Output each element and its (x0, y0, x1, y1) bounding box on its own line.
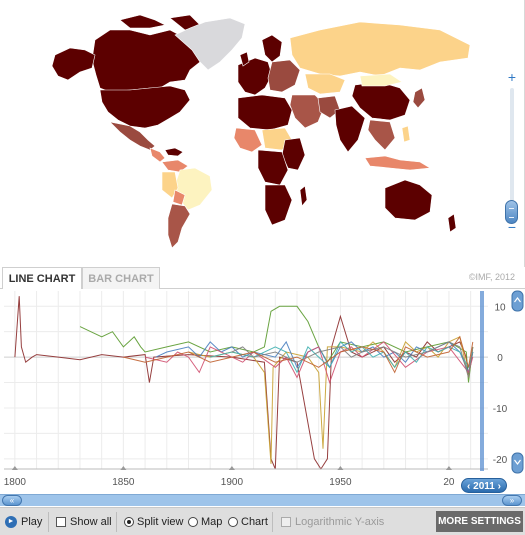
checkbox-icon (56, 517, 66, 528)
x-tick-label: 1850 (112, 477, 135, 488)
chart-series (14, 296, 474, 470)
map-view-radio[interactable]: Map (188, 515, 222, 529)
x-tick-label: 1900 (221, 477, 244, 488)
x-tick-marker (11, 466, 18, 470)
more-settings-button[interactable]: MORE SETTINGS (436, 511, 523, 532)
zoom-in-button[interactable]: + (507, 69, 517, 85)
map-region-madagascar[interactable] (299, 185, 308, 207)
play-button[interactable]: ► Play (5, 515, 42, 529)
year-prev-arrow[interactable]: ‹ (467, 481, 471, 492)
year-next-arrow[interactable]: › (497, 481, 501, 492)
world-map[interactable] (0, 0, 525, 267)
scroll-left-button[interactable]: « (2, 495, 22, 506)
map-region-indonesia[interactable] (364, 155, 431, 171)
map-region-north-africa[interactable] (237, 94, 293, 131)
chart-view-label: Chart (241, 516, 268, 529)
map-region-europe-east[interactable] (267, 59, 301, 93)
x-tick-label: 20 (443, 477, 455, 488)
map-region-mexico[interactable] (109, 121, 156, 151)
zoom-slider-thumb[interactable] (505, 200, 518, 224)
series-line-8 (123, 335, 474, 374)
map-region-mongolia[interactable] (359, 73, 403, 87)
map-view-label: Map (201, 516, 223, 529)
map-region-philippines[interactable] (401, 125, 411, 143)
map-region-middle-east[interactable] (289, 94, 326, 129)
series-line-3 (188, 336, 474, 464)
map-region-uk[interactable] (239, 51, 250, 67)
radio-icon (188, 517, 198, 528)
show-all-label: Show all (70, 516, 112, 529)
map-region-canada-islands[interactable] (119, 14, 201, 31)
map-region-kazakhstan[interactable] (304, 73, 346, 95)
map-region-australia[interactable] (384, 179, 433, 221)
y-scroll-up-button[interactable] (511, 290, 524, 312)
toolbar-divider (116, 512, 117, 532)
map-region-west-africa[interactable] (233, 127, 263, 153)
line-chart-panel: 1800 1850 1900 1950 20 10 0 -10 -20 (0, 289, 525, 494)
year-selector-badge[interactable]: ‹ 2011 › (461, 478, 507, 493)
show-all-checkbox[interactable]: Show all (56, 515, 112, 529)
play-icon: ► (5, 516, 17, 529)
map-region-southern-africa[interactable] (264, 184, 293, 226)
x-tick-marker (337, 466, 344, 470)
map-region-bolivia[interactable] (172, 189, 186, 206)
radio-selected-icon (124, 517, 134, 528)
y-tick-label: 10 (494, 302, 506, 313)
play-label: Play (21, 516, 43, 529)
chart-view-radio[interactable]: Chart (228, 515, 268, 529)
map-region-alaska[interactable] (51, 47, 96, 81)
year-value: 2011 (473, 481, 495, 492)
chart-grid (4, 291, 488, 469)
y-tick-label: 0 (497, 353, 503, 364)
map-region-argentina[interactable] (167, 203, 191, 249)
zoom-out-button[interactable]: − (507, 219, 517, 235)
tab-bar-chart[interactable]: BAR CHART (82, 267, 160, 289)
log-axis-label: Logarithmic Y-axis (295, 516, 385, 529)
map-region-russia[interactable] (289, 21, 471, 77)
bottom-toolbar: ► Play Show all Split view Map Chart Loga… (0, 507, 525, 535)
tab-line-chart[interactable]: LINE CHART (2, 267, 82, 290)
series-line-2 (79, 305, 474, 383)
zoom-slider-track[interactable] (510, 88, 514, 214)
map-region-venezuela[interactable] (161, 159, 189, 173)
map-region-southeast-asia[interactable] (367, 119, 396, 151)
split-view-radio[interactable]: Split view (124, 515, 183, 529)
x-tick-marker (228, 466, 235, 470)
map-region-scandinavia[interactable] (261, 34, 283, 63)
line-chart[interactable]: 1800 1850 1900 1950 20 10 0 -10 -20 (0, 289, 525, 494)
toolbar-divider (272, 512, 273, 532)
chart-axes: 1800 1850 1900 1950 20 10 0 -10 -20 (4, 302, 508, 488)
world-map-panel: + − (0, 0, 525, 267)
copyright-notice: ©IMF, 2012 (468, 272, 515, 282)
chart-tab-bar: LINE CHART BAR CHART ©IMF, 2012 (0, 267, 525, 290)
map-region-central-america[interactable] (149, 147, 166, 163)
x-tick-marker (120, 466, 127, 470)
split-view-label: Split view (137, 516, 184, 529)
time-scrollbar[interactable]: « » (0, 494, 525, 506)
series-line-5 (144, 341, 474, 385)
map-region-usa[interactable] (99, 85, 191, 129)
y-tick-label: -20 (493, 455, 508, 466)
x-tick-label: 1800 (4, 477, 27, 488)
y-tick-label: -10 (493, 404, 508, 415)
x-tick-marker (445, 466, 452, 470)
radio-icon (228, 517, 238, 528)
map-region-india[interactable] (334, 105, 366, 153)
x-tick-label: 1950 (329, 477, 352, 488)
checkbox-disabled-icon (281, 517, 291, 528)
selected-year-marker[interactable] (480, 291, 484, 471)
log-axis-checkbox[interactable]: Logarithmic Y-axis (281, 515, 384, 529)
scroll-right-button[interactable]: » (502, 495, 522, 506)
toolbar-divider (48, 512, 49, 532)
map-region-greenland[interactable] (174, 17, 246, 71)
map-region-canada[interactable] (91, 29, 201, 93)
map-region-caribbean[interactable] (164, 147, 184, 157)
y-scroll-down-button[interactable] (511, 452, 524, 474)
map-region-japan[interactable] (412, 87, 426, 109)
map-region-europe-west[interactable] (237, 57, 273, 96)
map-region-new-zealand[interactable] (447, 213, 457, 233)
